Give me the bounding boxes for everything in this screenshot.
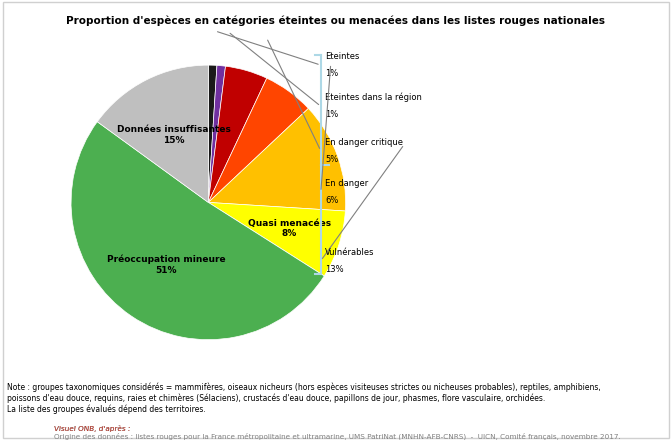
Text: Visuel ONB, d'après :
Origine des données : listes rouges pour la France métropo: Visuel ONB, d'après : Origine des donnée… <box>54 425 620 440</box>
Wedge shape <box>71 122 324 340</box>
Text: 26%: 26% <box>601 210 655 230</box>
Wedge shape <box>208 78 308 202</box>
Text: Note : groupes taxonomiques considérés = mammifères, oiseaux nicheurs (hors espè: Note : groupes taxonomiques considérés =… <box>7 383 601 414</box>
Text: 5%: 5% <box>325 155 338 164</box>
Text: 1%: 1% <box>325 69 338 78</box>
Wedge shape <box>208 66 267 202</box>
Text: En danger critique: En danger critique <box>325 138 403 147</box>
Text: 1%: 1% <box>325 110 338 119</box>
Wedge shape <box>208 202 345 276</box>
Wedge shape <box>97 65 208 202</box>
Text: Quasi menacées
8%: Quasi menacées 8% <box>248 219 331 238</box>
Text: En danger: En danger <box>325 179 368 188</box>
Text: Visuel ONB, d'après :: Visuel ONB, d'après : <box>54 425 130 432</box>
Wedge shape <box>208 66 226 202</box>
Text: Préoccupation mineure
51%: Préoccupation mineure 51% <box>107 255 225 275</box>
Text: Eteintes dans la région: Eteintes dans la région <box>325 93 422 103</box>
Text: Vulnérables: Vulnérables <box>325 248 374 257</box>
Text: 13%: 13% <box>325 265 343 274</box>
Wedge shape <box>208 65 217 202</box>
Wedge shape <box>208 108 345 211</box>
Text: Eteintes: Eteintes <box>325 52 360 61</box>
Text: Données insuffisantes
15%: Données insuffisantes 15% <box>117 125 231 145</box>
Text: 6%: 6% <box>325 196 339 205</box>
Text: Proportion d'espèces en catégories éteintes ou menacées dans les listes rouges n: Proportion d'espèces en catégories étein… <box>67 15 605 26</box>
